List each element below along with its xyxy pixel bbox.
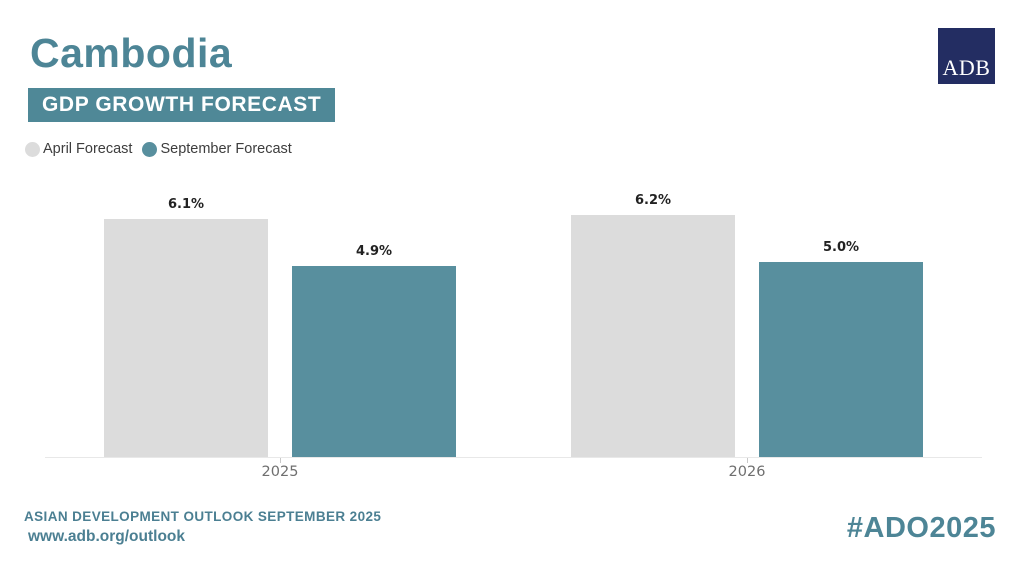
legend-item: April Forecast bbox=[25, 141, 132, 157]
bar-september-forecast-2026: 5.0% bbox=[759, 240, 923, 458]
subtitle-banner-label: GDP GROWTH FORECAST bbox=[42, 93, 322, 116]
legend-dot-icon bbox=[142, 141, 158, 157]
legend-item: September Forecast bbox=[142, 141, 292, 157]
legend-label: April Forecast bbox=[43, 141, 133, 157]
x-axis-tick bbox=[747, 458, 748, 463]
bar-value-label: 5.0% bbox=[822, 240, 860, 255]
bar-value-label: 4.9% bbox=[355, 244, 393, 259]
bar-value-label: 6.2% bbox=[634, 193, 672, 208]
footer-hashtag: #ADO2025 bbox=[846, 512, 996, 544]
bar-april-forecast-2026: 6.2% bbox=[571, 193, 735, 458]
bar-chart: 6.1% 4.9% 6.2% 5.0% bbox=[104, 193, 923, 458]
legend-label: September Forecast bbox=[160, 141, 292, 157]
x-axis-line bbox=[45, 457, 982, 458]
x-axis-label: 2025 bbox=[261, 464, 299, 480]
x-axis-label: 2026 bbox=[728, 464, 766, 480]
bar-september-forecast-2025: 4.9% bbox=[292, 244, 456, 458]
chart-legend: April Forecast September Forecast bbox=[25, 141, 292, 157]
adb-logo-text: ADB bbox=[942, 55, 991, 80]
legend-dot-icon bbox=[25, 141, 40, 157]
x-axis-tick bbox=[280, 458, 281, 463]
footer-report-title: ASIAN DEVELOPMENT OUTLOOK SEPTEMBER 2025 bbox=[24, 509, 382, 524]
footer-url: www.adb.org/outlook bbox=[28, 528, 185, 545]
bar-value-label: 6.1% bbox=[167, 197, 205, 212]
adb-logo: ADB bbox=[938, 28, 995, 84]
bar-april-forecast-2025: 6.1% bbox=[104, 197, 268, 458]
subtitle-banner: GDP GROWTH FORECAST bbox=[28, 88, 336, 122]
page-title: Cambodia bbox=[30, 30, 233, 76]
